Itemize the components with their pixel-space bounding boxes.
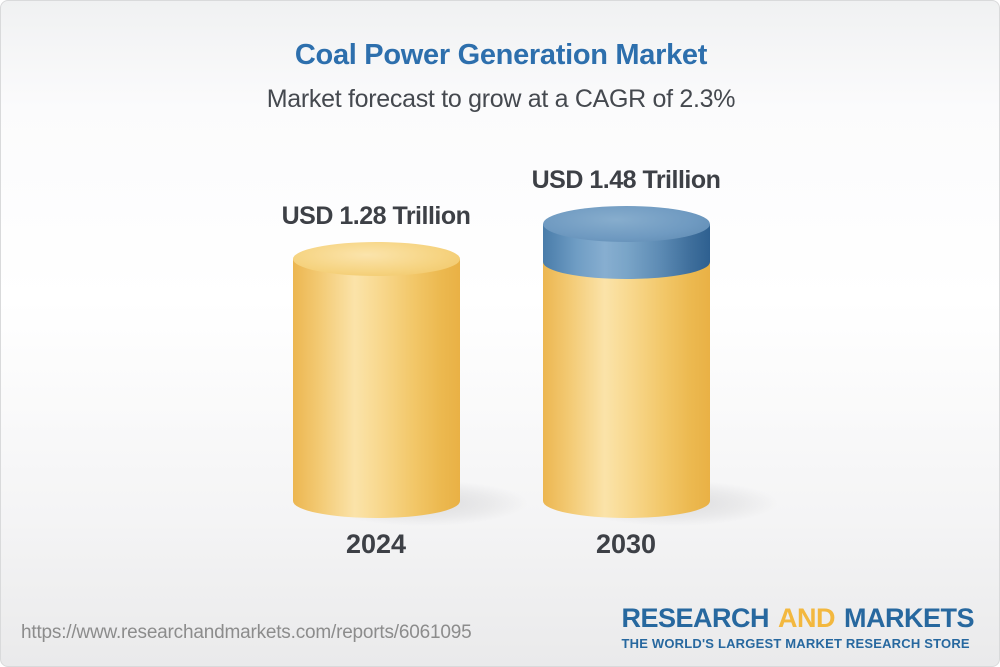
cylinder-2030-top-face — [543, 206, 710, 242]
logo-word-markets: MARKETS — [844, 603, 975, 633]
bar-category-label-2024: 2024 — [345, 529, 407, 559]
bar-cylinder-2024 — [293, 242, 460, 518]
bar-value-label-2024: USD 1.28 Trillion — [281, 202, 471, 230]
bar-value-label-2030: USD 1.48 Trillion — [531, 166, 721, 194]
source-url: https://www.researchandmarkets.com/repor… — [21, 622, 472, 643]
cylinder-2030-base-segment — [543, 262, 710, 501]
chart-title: Coal Power Generation Market — [294, 39, 708, 71]
bar-category-label-2030: 2030 — [595, 529, 657, 559]
cylinder-2024-side — [293, 259, 460, 501]
chart-subtitle: Market forecast to grow at a CAGR of 2.3… — [266, 85, 736, 113]
cylinder-2024-top-face — [293, 242, 460, 276]
research-and-markets-logo: RESEARCH AND MARKETS THE WORLD'S LARGEST… — [621, 603, 975, 651]
bar-cylinder-2030 — [543, 206, 710, 518]
logo-word-research: RESEARCH — [621, 603, 769, 633]
logo-wordmark: RESEARCH AND MARKETS — [621, 603, 975, 634]
logo-tagline: THE WORLD'S LARGEST MARKET RESEARCH STOR… — [621, 635, 970, 651]
logo-word-and: AND — [778, 603, 836, 633]
